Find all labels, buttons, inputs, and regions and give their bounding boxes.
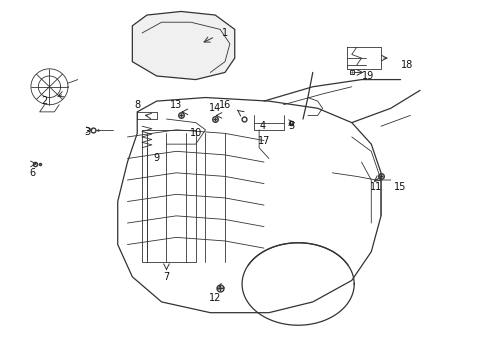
Text: 7: 7: [163, 272, 169, 282]
Text: 2: 2: [41, 96, 48, 106]
Text: 4: 4: [259, 121, 264, 131]
Polygon shape: [132, 12, 234, 80]
Text: 17: 17: [257, 136, 270, 145]
Text: 12: 12: [209, 293, 221, 303]
Text: 14: 14: [209, 103, 221, 113]
Text: 8: 8: [134, 100, 140, 110]
Text: 18: 18: [400, 60, 412, 70]
Text: 15: 15: [393, 182, 406, 192]
Polygon shape: [118, 98, 380, 313]
Text: 13: 13: [170, 100, 182, 110]
Text: 16: 16: [219, 100, 231, 110]
Text: 3: 3: [84, 127, 91, 136]
Text: 5: 5: [288, 121, 294, 131]
Text: 6: 6: [29, 168, 35, 178]
Text: 1: 1: [222, 28, 227, 38]
Text: 9: 9: [153, 153, 160, 163]
Text: 10: 10: [189, 129, 202, 138]
Text: 19: 19: [361, 71, 373, 81]
Text: 11: 11: [369, 182, 382, 192]
